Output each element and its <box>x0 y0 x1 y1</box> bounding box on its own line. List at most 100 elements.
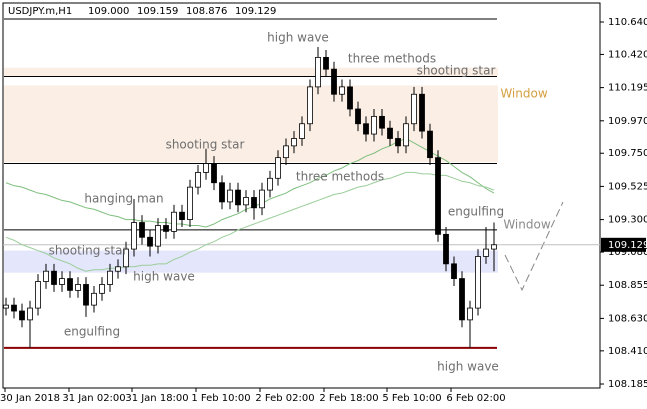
candle-body <box>307 86 313 125</box>
annotation: hanging man <box>84 192 163 206</box>
candle-body <box>179 211 185 220</box>
candle-body <box>483 248 489 257</box>
candle-body <box>147 236 153 247</box>
header-value: 109.159 <box>137 6 178 17</box>
annotation: Window <box>500 87 548 101</box>
plot-frame <box>2 2 601 389</box>
price-tag-label: 109.129 <box>608 240 647 251</box>
candle-body <box>251 197 257 209</box>
candle-body <box>11 304 17 312</box>
candle-body <box>211 163 217 184</box>
candle-body <box>27 307 33 321</box>
candle-body <box>35 281 41 309</box>
symbol: USDJPY.m,H1 <box>8 6 72 17</box>
zone <box>4 67 498 77</box>
y-tick-label: 108.185 <box>608 379 647 390</box>
moving-average <box>5 171 495 272</box>
candle-body <box>419 93 425 132</box>
candle-body <box>91 292 97 306</box>
candle-body <box>227 189 233 203</box>
y-tick-label: 109.080 <box>608 247 647 258</box>
candle-body <box>131 222 137 250</box>
candle-body <box>107 270 113 285</box>
candle-body <box>171 211 177 232</box>
candle-body <box>435 157 441 235</box>
annotation: engulfing <box>448 205 504 219</box>
candle-body <box>51 270 57 285</box>
candle-body <box>99 284 105 294</box>
candle-body <box>363 123 369 135</box>
candle-body <box>315 56 321 88</box>
y-tick-label: 109.300 <box>608 215 647 226</box>
candle-body <box>467 307 473 321</box>
candle-body <box>75 284 81 291</box>
candle-body <box>19 310 25 321</box>
x-tick-label: 31 Jan 18:00 <box>125 393 188 404</box>
candle-body <box>235 189 241 206</box>
candle-body <box>155 225 161 247</box>
annotation: high wave <box>267 31 329 45</box>
candle-body <box>323 56 329 70</box>
x-tick-label: 2 Feb 18:00 <box>319 393 378 404</box>
candle-body <box>339 86 345 95</box>
candle-body <box>347 86 353 110</box>
annotation: shooting star <box>49 244 128 258</box>
projection <box>504 201 564 292</box>
x-tick-label: 30 Jan 2018 <box>0 393 60 404</box>
annotation: high wave <box>133 270 195 284</box>
y-tick-label: 108.410 <box>608 346 647 357</box>
candle-body <box>387 127 393 139</box>
header-value: 109.000 <box>88 6 129 17</box>
x-tick-label: 6 Feb 02:00 <box>446 393 505 404</box>
candle-body <box>243 197 249 206</box>
annotation: shooting star <box>417 64 496 78</box>
price-tag <box>601 237 646 252</box>
candle-body <box>59 278 65 285</box>
candle-body <box>195 172 201 188</box>
y-tick-label: 109.970 <box>608 116 647 127</box>
y-tick-label: 110.195 <box>608 83 647 94</box>
annotation: engulfing <box>64 325 120 339</box>
candle-body <box>403 123 409 147</box>
y-tick-label: 109.750 <box>608 148 647 159</box>
candle-body <box>139 222 145 238</box>
candle-body <box>427 130 433 159</box>
candle-body <box>267 177 273 191</box>
x-tick-label: 1 Feb 10:00 <box>191 393 250 404</box>
annotation: Window <box>503 218 551 232</box>
annotation: high wave <box>437 360 499 374</box>
candle-body <box>275 157 281 179</box>
candle-body <box>379 115 385 129</box>
annotation: shooting star <box>166 138 245 152</box>
candle-body <box>259 189 265 209</box>
candle-body <box>283 145 289 159</box>
y-tick-label: 110.640 <box>608 17 647 28</box>
candle-body <box>371 115 377 135</box>
candle-body <box>83 284 89 306</box>
candle-body <box>331 68 337 95</box>
moving-average <box>5 137 495 228</box>
candle-body <box>43 270 49 282</box>
x-tick-label: 2 Feb 02:00 <box>255 393 314 404</box>
candle-body <box>163 225 169 232</box>
x-tick-label: 31 Jan 02:00 <box>62 393 125 404</box>
candle-body <box>355 108 361 125</box>
candle-body <box>491 244 497 250</box>
candle-body <box>67 278 73 291</box>
candle-body <box>459 278 465 321</box>
y-tick-label: 110.420 <box>608 49 647 60</box>
candle-body <box>219 182 225 203</box>
candle-body <box>411 93 417 125</box>
candle-body <box>3 304 9 309</box>
x-tick-label: 5 Feb 10:00 <box>382 393 441 404</box>
header-value: 109.129 <box>235 6 276 17</box>
annotation: three methods <box>348 52 436 66</box>
candle-body <box>299 123 305 139</box>
annotation: three methods <box>296 170 384 184</box>
candle-body <box>115 266 121 272</box>
header-value: 108.876 <box>186 6 227 17</box>
y-tick-label: 109.525 <box>608 181 647 192</box>
y-tick-label: 108.630 <box>608 313 647 324</box>
candle-body <box>123 248 129 268</box>
